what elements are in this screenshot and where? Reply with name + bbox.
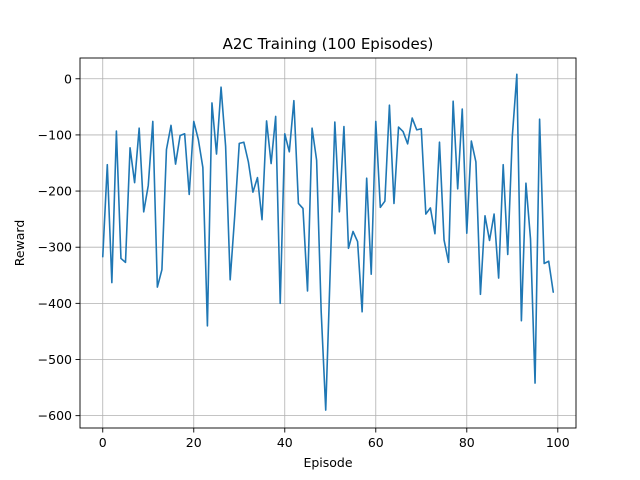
x-axis-label: Episode [303,455,352,470]
y-axis-label: Reward [12,220,27,267]
y-tick-label: −500 [38,352,72,367]
y-tick-label: −300 [38,240,72,255]
grid-lines [80,58,576,428]
x-tick-label: 0 [99,435,107,450]
x-tick-label: 40 [277,435,293,450]
axes-frame [79,57,577,429]
x-tick-label: 80 [459,435,475,450]
x-tick-label: 100 [546,435,570,450]
y-tick-label: −200 [38,184,72,199]
plot-area [101,73,555,411]
x-tick-label: 20 [186,435,202,450]
y-tick-label: −600 [38,408,72,423]
y-tick-label: 0 [64,71,72,86]
x-tick-label: 60 [368,435,384,450]
series-line [101,73,555,411]
chart-title: A2C Training (100 Episodes) [223,35,434,53]
y-tick-label: −400 [38,296,72,311]
axis-ticks: 0 20 40 60 80 100 0 −100 −200 −300 −400 −500 −600 [38,71,570,450]
y-tick-label: −100 [38,127,72,142]
